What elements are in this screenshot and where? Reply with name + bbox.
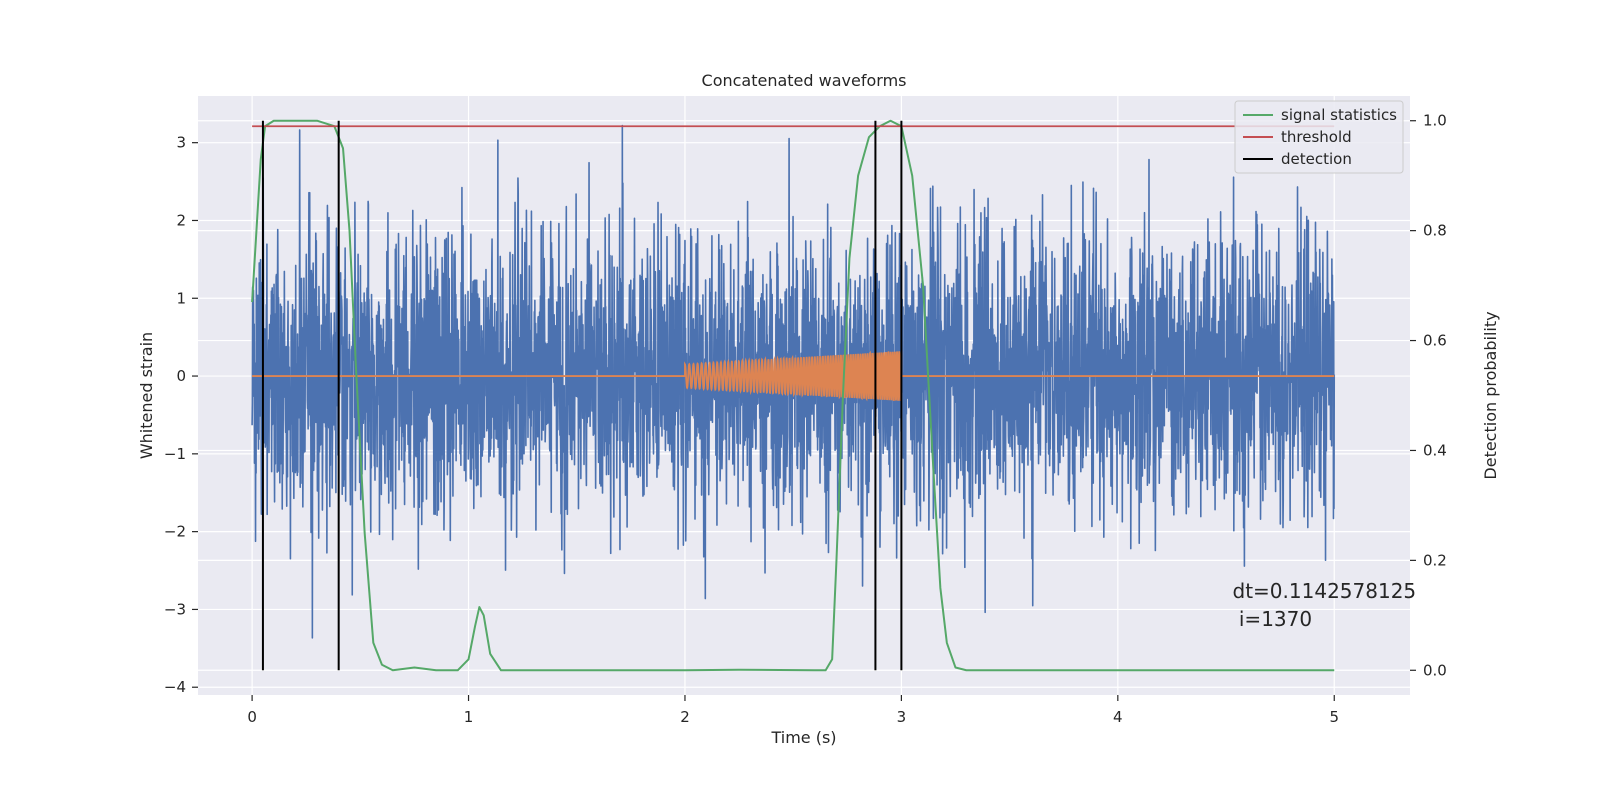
y-left-tick-label: 3 bbox=[176, 134, 186, 152]
legend-label-detection: detection bbox=[1281, 150, 1352, 168]
x-tick-label: 2 bbox=[680, 708, 690, 726]
annotation-dt: dt=0.1142578125 bbox=[1233, 579, 1417, 603]
signal-statistics-line bbox=[251, 119, 1335, 672]
y-left-tick-label: −2 bbox=[164, 523, 186, 541]
legend-label-threshold: threshold bbox=[1281, 128, 1352, 146]
y-right-tick-label: 0.0 bbox=[1423, 661, 1447, 679]
y-right-tick-label: 0.4 bbox=[1423, 441, 1447, 459]
injected-waveform bbox=[252, 350, 1335, 402]
strain-line bbox=[251, 124, 1336, 639]
x-tick-label: 1 bbox=[464, 708, 474, 726]
y-right-tick-label: 0.6 bbox=[1423, 332, 1447, 350]
y-left-tick-label: 1 bbox=[176, 289, 186, 307]
y-axis-left-ticks: −4 −3 −2 −1 0 1 2 3 bbox=[164, 134, 198, 696]
y-left-tick-label: 2 bbox=[176, 211, 186, 229]
legend-label-signal-statistics: signal statistics bbox=[1281, 106, 1397, 124]
waveform-line bbox=[252, 350, 1335, 402]
y-left-tick-label: −1 bbox=[164, 445, 186, 463]
y-right-tick-label: 0.2 bbox=[1423, 551, 1447, 569]
y-left-tick-label: 0 bbox=[176, 367, 186, 385]
x-tick-label: 3 bbox=[897, 708, 907, 726]
annotation-index: i=1370 bbox=[1233, 607, 1313, 631]
y-left-tick-label: −3 bbox=[164, 600, 186, 618]
signal-statistics-series bbox=[251, 119, 1335, 672]
y-axis-right-ticks: 0.0 0.2 0.4 0.6 0.8 1.0 bbox=[1410, 112, 1447, 679]
x-tick-label: 0 bbox=[247, 708, 257, 726]
y-axis-right-label: Detection probability bbox=[1481, 311, 1500, 479]
x-axis-label: Time (s) bbox=[770, 728, 836, 747]
legend: signal statistics threshold detection bbox=[1234, 100, 1404, 174]
y-right-tick-label: 1.0 bbox=[1423, 112, 1447, 130]
x-tick-label: 4 bbox=[1113, 708, 1123, 726]
detection-series bbox=[261, 120, 903, 671]
legend-box bbox=[1234, 100, 1404, 174]
y-axis-left-label: Whitened strain bbox=[137, 332, 156, 459]
y-right-tick-label: 0.8 bbox=[1423, 222, 1447, 240]
y-left-tick-label: −4 bbox=[164, 678, 186, 696]
strain-series bbox=[251, 124, 1336, 639]
x-tick-label: 5 bbox=[1329, 708, 1339, 726]
x-axis-ticks: 0 1 2 3 4 5 bbox=[247, 695, 1339, 726]
chart-title: Concatenated waveforms bbox=[702, 71, 907, 90]
